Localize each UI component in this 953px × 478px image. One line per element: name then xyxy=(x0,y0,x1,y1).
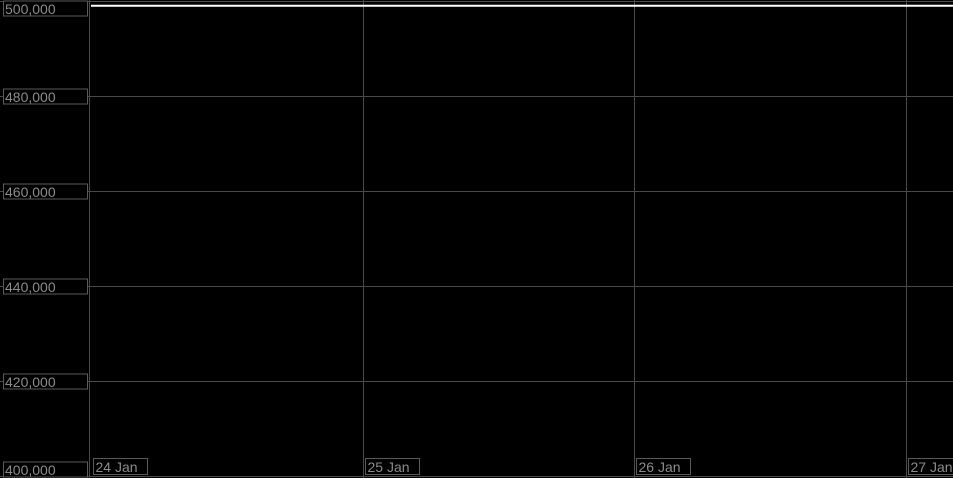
y-tick-label: 480,000 xyxy=(5,89,56,105)
x-tick-label-frame xyxy=(636,458,691,475)
y-tick-label: 500,000 xyxy=(5,1,56,17)
x-tick-label-frame xyxy=(93,458,148,475)
y-tick-label-box: 440,000 xyxy=(3,278,88,295)
x-tick-label: 25 Jan xyxy=(368,459,410,475)
x-tick-label-box: 24 Jan xyxy=(93,458,148,475)
y-tick-label-frame xyxy=(3,183,88,200)
x-tick-label-box: 27 Jan xyxy=(908,458,953,475)
y-tick-label-frame xyxy=(3,461,88,478)
y-tick-label-box: 400,000 xyxy=(3,461,88,478)
y-tick-label-box: 460,000 xyxy=(3,183,88,200)
y-tick-label: 460,000 xyxy=(5,184,56,200)
x-tick-label-frame xyxy=(365,458,420,475)
x-tick-label-box: 25 Jan xyxy=(365,458,420,475)
y-tick-label-frame xyxy=(3,0,88,17)
y-tick-label-box: 480,000 xyxy=(3,88,88,105)
y-tick-label: 420,000 xyxy=(5,374,56,390)
x-tick-label: 27 Jan xyxy=(911,459,953,475)
x-tick-label: 26 Jan xyxy=(639,459,681,475)
y-tick-label: 400,000 xyxy=(5,462,56,478)
y-tick-label-box: 420,000 xyxy=(3,373,88,390)
y-tick-label-frame xyxy=(3,373,88,390)
x-tick-label-frame xyxy=(908,458,953,475)
x-tick-label: 24 Jan xyxy=(96,459,138,475)
x-tick-label-box: 26 Jan xyxy=(636,458,691,475)
y-tick-label-box: 500,000 xyxy=(3,0,88,17)
y-tick-label-frame xyxy=(3,88,88,105)
y-tick-label: 440,000 xyxy=(5,279,56,295)
y-tick-label-frame xyxy=(3,278,88,295)
